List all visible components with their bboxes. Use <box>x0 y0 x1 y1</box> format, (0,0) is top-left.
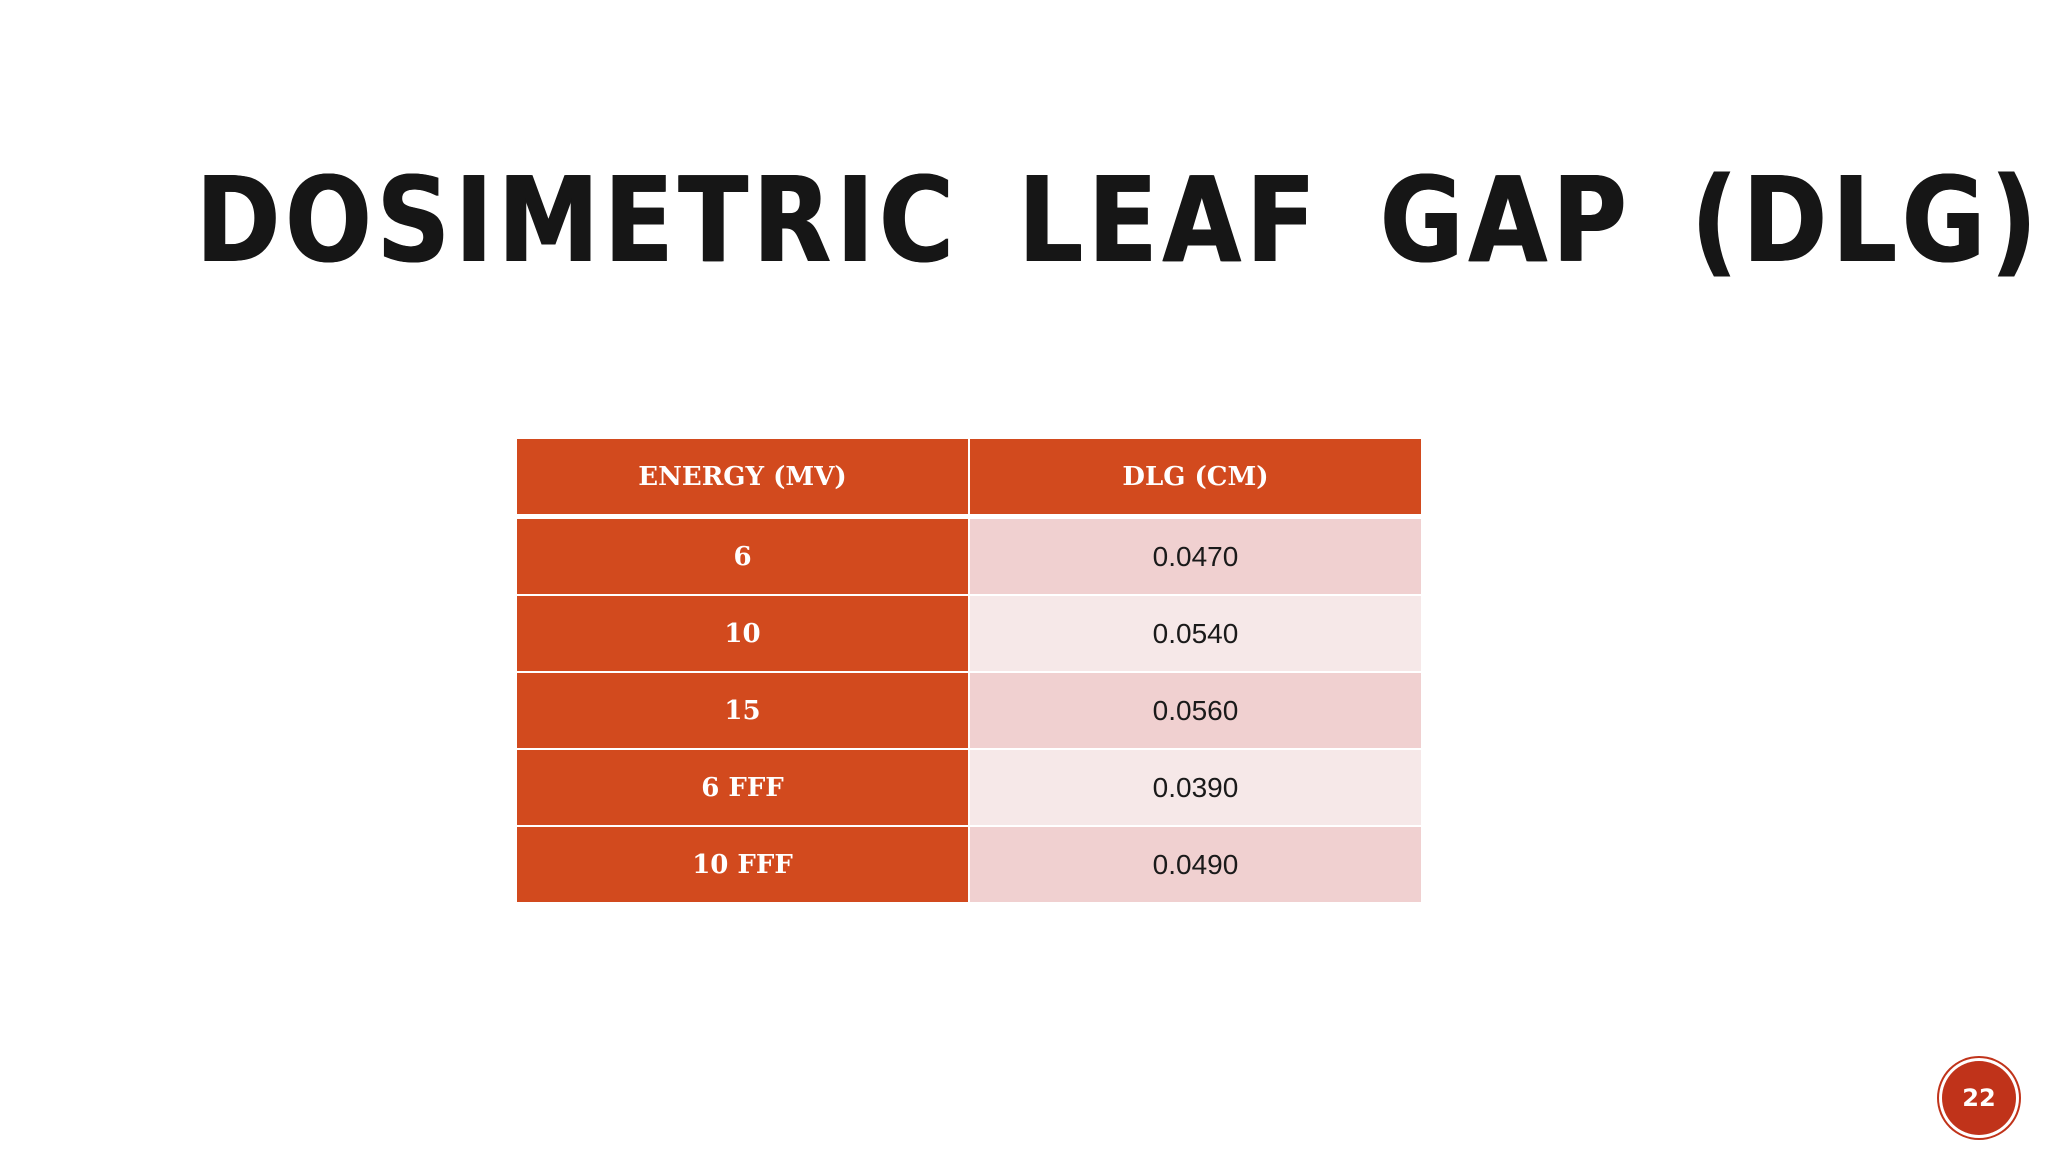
page-number: 22 <box>1962 1084 1996 1112</box>
energy-cell: 10 <box>515 594 970 673</box>
table-row: 15 0.0560 <box>515 671 1423 750</box>
energy-cell: 10 FFF <box>515 825 970 904</box>
dlg-cell: 0.0540 <box>968 594 1423 673</box>
header-energy: ENERGY (MV) <box>515 437 970 519</box>
table-row: 10 FFF 0.0490 <box>515 825 1423 904</box>
table-row: 10 0.0540 <box>515 594 1423 673</box>
energy-cell: 15 <box>515 671 970 750</box>
table-row: 6 FFF 0.0390 <box>515 748 1423 827</box>
dlg-cell: 0.0490 <box>968 825 1423 904</box>
energy-cell: 6 <box>515 515 970 596</box>
dlg-table: ENERGY (MV) DLG (CM) 6 0.0470 10 0.0540 … <box>515 437 1423 904</box>
dlg-cell: 0.0560 <box>968 671 1423 750</box>
dlg-cell: 0.0470 <box>968 515 1423 596</box>
table-header-row: ENERGY (MV) DLG (CM) <box>515 437 1423 519</box>
page-number-badge: 22 <box>1942 1061 2016 1135</box>
energy-cell: 6 FFF <box>515 748 970 827</box>
dlg-cell: 0.0390 <box>968 748 1423 827</box>
table-row: 6 0.0470 <box>515 515 1423 596</box>
slide-title: DOSIMETRIC LEAF GAP (DLG) <box>196 151 2043 289</box>
header-dlg: DLG (CM) <box>968 437 1423 519</box>
